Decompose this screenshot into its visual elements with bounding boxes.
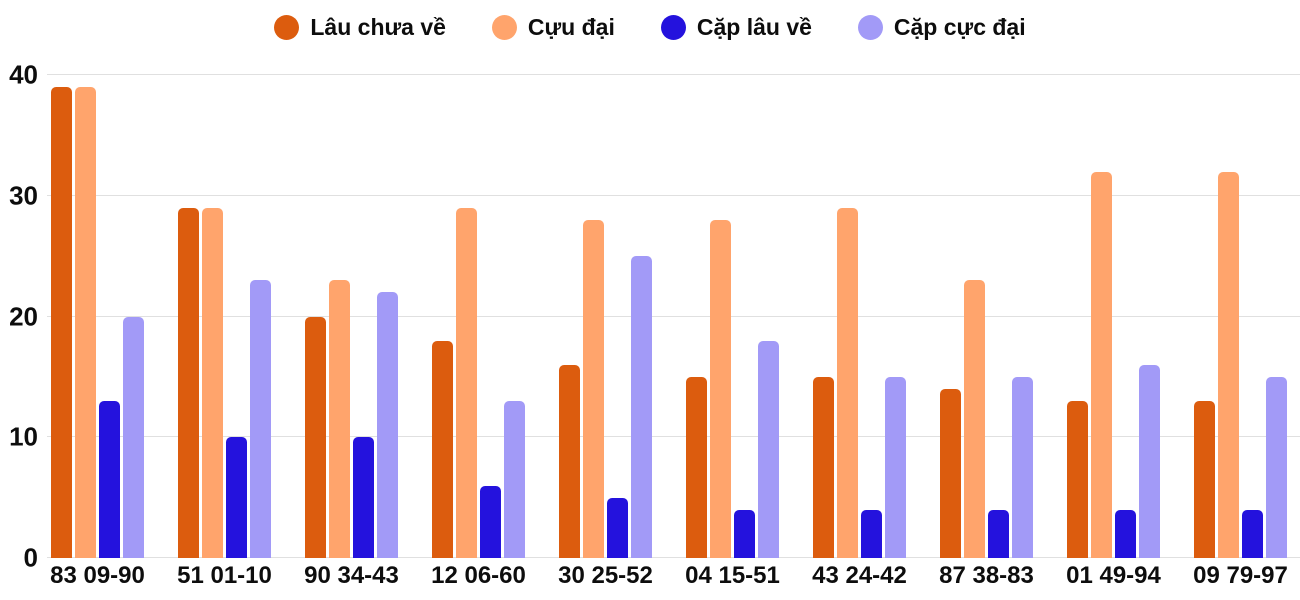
legend-label: Cặp cực đại [893,13,1026,40]
bar-cặp-lâu-về[interactable] [988,509,1009,558]
x-axis: 83 09-90 51 01-10 90 34-43 12 06-60 30 25-52… [0,562,1300,600]
bar-cặp-cực-đại[interactable] [250,280,271,558]
plot-area [47,74,1300,558]
x-axis-category-label: 83 09-90 [50,562,145,589]
bar-cựu-đại[interactable] [202,207,223,558]
bar-lâu-chưa-về[interactable] [305,316,326,558]
bar-group [51,75,144,558]
bar-cặp-cực-đại[interactable] [504,401,525,558]
bar-cặp-cực-đại[interactable] [377,292,398,558]
legend-label: Cặp lâu về [696,13,812,40]
bar-cặp-lâu-về[interactable] [1115,509,1136,558]
bar-lâu-chưa-về[interactable] [1067,401,1088,558]
bar-cặp-cực-đại[interactable] [885,376,906,558]
y-axis-tick-label: 20 [9,301,38,331]
x-axis-category-label: 09 79-97 [1193,562,1288,589]
legend-item-cựu-đại[interactable]: Cựu đại [491,13,615,41]
bar-cựu-đại[interactable] [456,207,477,558]
gridline [47,74,1300,75]
bar-lâu-chưa-về[interactable] [178,207,199,558]
bar-lâu-chưa-về[interactable] [1194,401,1215,558]
gridline [47,557,1300,558]
bar-cựu-đại[interactable] [1091,171,1112,558]
bar-group [940,75,1033,558]
bar-cặp-lâu-về[interactable] [734,509,755,558]
legend-marker-icon [660,14,686,40]
bar-cặp-cực-đại[interactable] [1266,376,1287,558]
x-axis-category-label: 12 06-60 [431,562,526,589]
bar-lâu-chưa-về[interactable] [432,340,453,558]
legend-label: Lâu chưa về [310,13,446,40]
bar-group [813,75,906,558]
x-axis-category-label: 01 49-94 [1066,562,1161,589]
bar-cặp-lâu-về[interactable] [861,509,882,558]
x-axis-category-label: 87 38-83 [939,562,1034,589]
bar-lâu-chưa-về[interactable] [813,376,834,558]
bar-lâu-chưa-về[interactable] [51,87,72,558]
bar-cựu-đại[interactable] [710,219,731,558]
legend-label: Cựu đại [527,13,615,40]
legend-marker-icon [491,14,517,40]
y-axis-tick-label: 40 [9,59,38,90]
y-axis-tick-label: 30 [9,180,38,211]
bar-cặp-cực-đại[interactable] [631,256,652,558]
bar-cựu-đại[interactable] [75,87,96,558]
bar-cặp-lâu-về[interactable] [353,437,374,558]
bar-cặp-cực-đại[interactable] [1139,364,1160,558]
chart-legend: Lâu chưa về Cựu đại Cặp lâu về Cặp cực đại [0,6,1300,48]
bar-lâu-chưa-về[interactable] [559,364,580,558]
bar-group [178,75,271,558]
y-axis: 0 10 20 30 40 [0,0,40,600]
y-axis-tick-label: 0 [23,542,38,573]
x-axis-category-label: 51 01-10 [177,562,272,589]
legend-marker-icon [857,14,883,40]
legend-item-lâu-chưa-về[interactable]: Lâu chưa về [274,14,446,41]
bar-cặp-cực-đại[interactable] [1012,376,1033,558]
bar-group [559,75,652,558]
bar-lâu-chưa-về[interactable] [686,376,707,558]
bar-group [686,75,779,558]
y-axis-tick-label: 10 [9,421,38,452]
bar-cặp-lâu-về[interactable] [480,485,501,558]
x-axis-category-label: 04 15-51 [685,562,780,589]
x-axis-category-label: 30 25-52 [558,562,653,589]
bar-cựu-đại[interactable] [964,280,985,558]
bar-cựu-đại[interactable] [837,207,858,558]
bar-group [1067,75,1160,558]
legend-marker-icon [274,14,300,40]
x-axis-category-label: 43 24-42 [812,562,907,589]
bar-group [1194,75,1287,558]
gridline [47,436,1300,438]
legend-item-cặp-lâu-về[interactable]: Cặp lâu về [660,13,812,41]
x-axis-category-label: 90 34-43 [304,562,399,589]
legend-item-cặp-cực-đại[interactable]: Cặp cực đại [857,13,1026,41]
gridline [47,194,1300,196]
bar-cặp-cực-đại[interactable] [758,340,779,558]
bar-cựu-đại[interactable] [1218,171,1239,558]
bar-cặp-lâu-về[interactable] [99,401,120,558]
bar-cựu-đại[interactable] [583,219,604,558]
bar-cặp-cực-đại[interactable] [123,316,144,558]
bar-cặp-lâu-về[interactable] [226,437,247,558]
bar-group [432,75,525,558]
bar-group [305,75,398,558]
bar-lâu-chưa-về[interactable] [940,388,961,558]
bar-cặp-lâu-về[interactable] [607,497,628,558]
gridline [47,315,1300,317]
bar-cặp-lâu-về[interactable] [1242,509,1263,558]
bar-cựu-đại[interactable] [329,280,350,558]
